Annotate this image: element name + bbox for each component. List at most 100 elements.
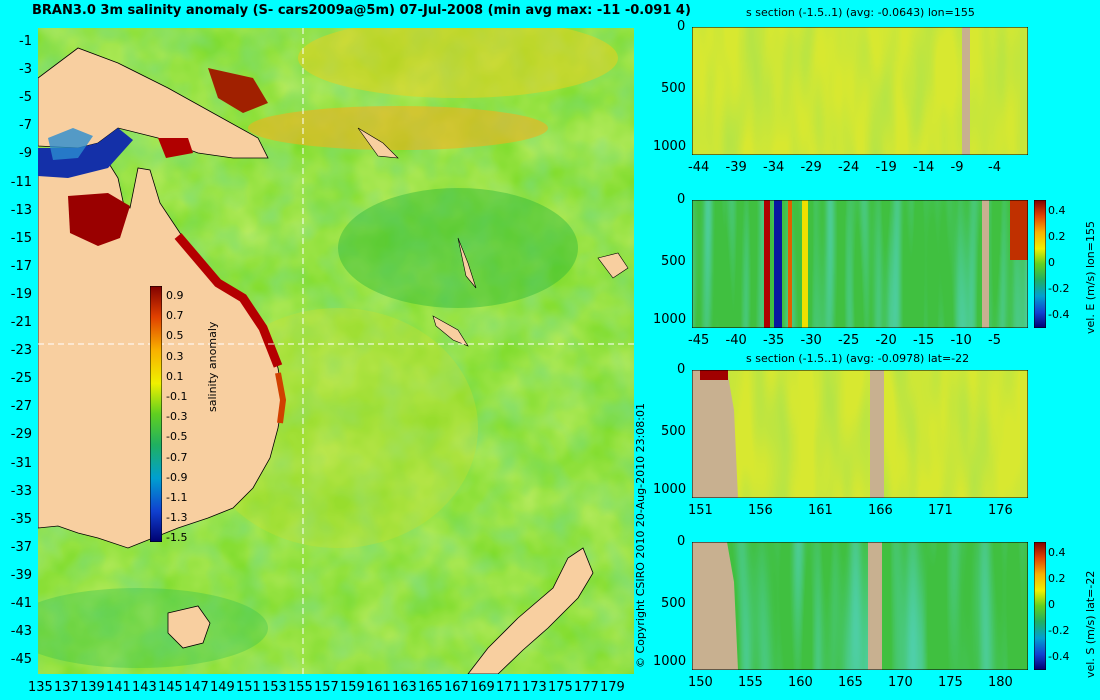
lon-tick-label: 169 xyxy=(470,680,495,695)
lat-tick-label: -19 xyxy=(10,286,32,302)
gulf-anomaly xyxy=(68,193,130,246)
p2-xtick: -45 xyxy=(688,333,710,348)
p4-xtick: 170 xyxy=(888,675,913,690)
p4-xtick: 150 xyxy=(688,675,713,690)
p2-xtick: -15 xyxy=(913,333,935,348)
lat-tick-label: -5 xyxy=(19,90,32,106)
lon-tick-label: 139 xyxy=(80,680,105,695)
lon-tick-label: 141 xyxy=(106,680,131,695)
p3-xtick: 176 xyxy=(988,503,1013,518)
p4-xtick: 165 xyxy=(838,675,863,690)
p2-ytick: 0 xyxy=(677,192,686,207)
lon-tick-label: 137 xyxy=(54,680,79,695)
lon-tick-label: 179 xyxy=(600,680,625,695)
map-title: BRAN3.0 3m salinity anomaly (S- cars2009… xyxy=(32,3,691,18)
map-colorbar-tick: -0.1 xyxy=(166,390,188,403)
panel1-salinity-section[interactable] xyxy=(692,27,1028,155)
panel1-land-column xyxy=(962,27,970,155)
salinity-map[interactable] xyxy=(38,28,634,674)
lon-tick-label: 165 xyxy=(418,680,443,695)
lon-tick-label: 145 xyxy=(158,680,183,695)
lat-tick-label: -33 xyxy=(10,483,32,499)
p4-xtick: 180 xyxy=(988,675,1013,690)
panel2-velocity-east[interactable] xyxy=(692,200,1028,328)
lat-tick-label: -31 xyxy=(10,455,32,471)
lon-tick-label: 159 xyxy=(340,680,365,695)
lon-axis: 135 137 139 141 143 145 147 149 151 153 155 157 159 1… xyxy=(28,680,634,698)
p1-xtick: -14 xyxy=(913,160,935,175)
p1-xtick: -19 xyxy=(875,160,897,175)
panel1-title: s section (-1.5..1) (avg: -0.0643) lon=1… xyxy=(746,6,975,19)
lon-tick-label: 175 xyxy=(548,680,573,695)
p4-colorbar-tick: 0.2 xyxy=(1048,572,1066,585)
lat-tick-label: -7 xyxy=(19,118,32,134)
p1-xtick: -34 xyxy=(763,160,785,175)
map-colorbar-tick: 0.3 xyxy=(166,349,184,363)
lon-tick-label: 153 xyxy=(262,680,287,695)
lon-tick-label: 163 xyxy=(392,680,417,695)
lat-tick-label: -37 xyxy=(10,539,32,555)
panel4-colorbar xyxy=(1034,542,1046,670)
new-caledonia-island xyxy=(432,315,469,347)
map-colorbar-tick: -1.3 xyxy=(166,511,188,525)
lon-tick-label: 161 xyxy=(366,680,391,695)
lat-tick-label: -15 xyxy=(10,230,32,246)
lat-tick-label: -23 xyxy=(10,343,32,359)
p4-xtick: 175 xyxy=(938,675,963,690)
map-colorbar-tick: 0.9 xyxy=(166,289,184,302)
p4-colorbar-tick: -0.2 xyxy=(1048,624,1070,637)
p4-colorbar-tick: 0.4 xyxy=(1048,546,1066,559)
map-colorbar xyxy=(150,286,162,542)
lon-tick-label: 151 xyxy=(236,680,261,695)
p4-ytick: 500 xyxy=(661,596,686,611)
panel3-salinity-section[interactable] xyxy=(692,370,1028,498)
map-colorbar-tick: -0.7 xyxy=(166,450,188,464)
lat-tick-label: -3 xyxy=(19,62,32,78)
lon-tick-label: 157 xyxy=(314,680,339,695)
map-colorbar-tick: -0.9 xyxy=(166,470,188,484)
tasmania-landmass xyxy=(167,605,211,649)
lat-tick-label: -17 xyxy=(10,258,32,274)
p2-colorbar-tick: -0.4 xyxy=(1048,308,1070,321)
map-colorbar-tick: 0.5 xyxy=(166,329,184,343)
p2-xtick: -5 xyxy=(988,333,1001,348)
fiji-islands xyxy=(597,252,629,279)
panel4-velocity-south[interactable] xyxy=(692,542,1028,670)
lat-tick-label: -43 xyxy=(10,624,32,640)
p1-xtick: -39 xyxy=(725,160,747,175)
p4-xtick: 160 xyxy=(788,675,813,690)
p3-xtick: 161 xyxy=(808,503,833,518)
p4-xtick: 155 xyxy=(738,675,763,690)
map-colorbar-tick: -1.1 xyxy=(166,491,188,504)
p2-xtick: -40 xyxy=(725,333,747,348)
lat-tick-label: -29 xyxy=(10,427,32,443)
panel2-colorbar xyxy=(1034,200,1046,328)
lon-tick-label: 173 xyxy=(522,680,547,695)
p2-xtick: -20 xyxy=(875,333,897,348)
lat-tick-label: -41 xyxy=(10,596,32,611)
p4-ytick: 1000 xyxy=(653,654,687,669)
lon-tick-label: 149 xyxy=(210,680,235,695)
lon-tick-label: 171 xyxy=(496,680,521,695)
lat-tick-label: -25 xyxy=(10,371,32,387)
lon-tick-label: 143 xyxy=(132,680,157,695)
p2-colorbar-tick: 0.4 xyxy=(1048,204,1066,217)
p3-ytick: 1000 xyxy=(653,482,687,497)
lat-tick-label: -39 xyxy=(10,567,32,583)
lon-tick-label: 147 xyxy=(184,680,209,695)
lat-tick-label: -1 xyxy=(19,34,32,49)
lat-axis: -1 -3 -5 -7 -9 -11 -13 -15 -17 -19 -21 -23 -25 -27 -29… xyxy=(0,28,36,674)
p2-colorbar-tick: -0.2 xyxy=(1048,282,1070,295)
solomon-islands xyxy=(357,127,399,159)
p4-colorbar-tick: 0 xyxy=(1048,598,1055,611)
map-colorbar-label: salinity anomaly xyxy=(206,321,219,412)
p3-ytick: 500 xyxy=(661,424,686,439)
map-colorbar-tick: -1.5 xyxy=(166,531,188,545)
lat-tick-label: -13 xyxy=(10,202,32,218)
p1-xtick: -4 xyxy=(988,160,1001,175)
p1-ytick: 1000 xyxy=(653,139,687,154)
p2-colorbar-tick: 0 xyxy=(1048,256,1055,269)
p2-xtick: -30 xyxy=(800,333,822,348)
lat-tick-label: -45 xyxy=(10,652,32,668)
p1-ytick: 0 xyxy=(677,19,686,34)
